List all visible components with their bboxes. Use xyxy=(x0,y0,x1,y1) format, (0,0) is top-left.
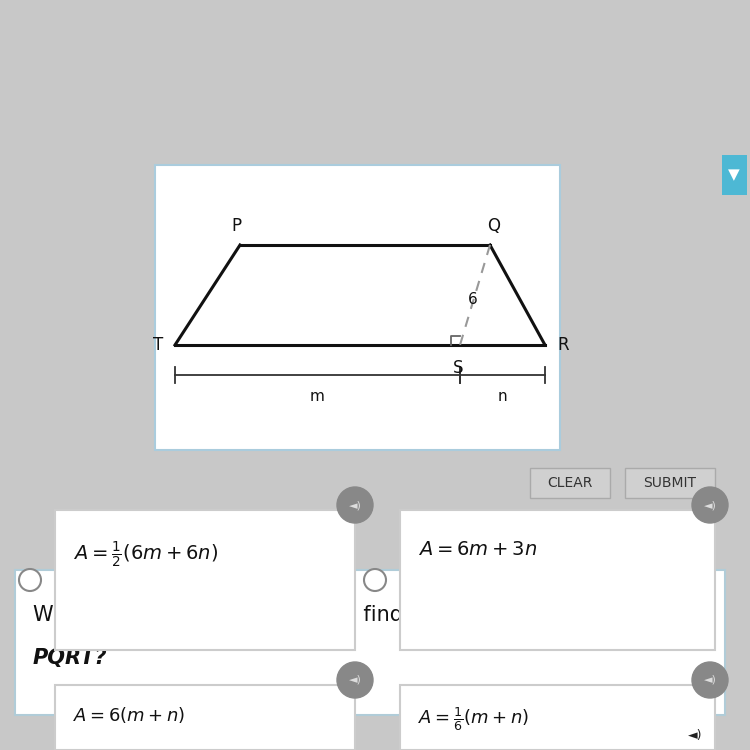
Text: T: T xyxy=(153,336,163,354)
Text: $A = \frac{1}{2}(6m + 6n)$: $A = \frac{1}{2}(6m + 6n)$ xyxy=(73,540,218,570)
Text: SUBMIT: SUBMIT xyxy=(644,476,697,490)
Circle shape xyxy=(337,487,373,523)
Text: ◄): ◄) xyxy=(704,500,716,510)
Text: m: m xyxy=(310,389,325,404)
Text: $A = 6m + 3n$: $A = 6m + 3n$ xyxy=(418,540,537,559)
Bar xyxy=(15,570,725,715)
Text: R: R xyxy=(557,336,568,354)
Bar xyxy=(400,685,715,750)
Bar xyxy=(155,165,560,450)
Bar xyxy=(55,685,355,750)
Text: ▼: ▼ xyxy=(728,167,740,182)
Text: 6: 6 xyxy=(468,292,478,308)
Text: P: P xyxy=(231,217,241,235)
Circle shape xyxy=(677,717,713,750)
Text: ◄): ◄) xyxy=(704,675,716,685)
Text: PQRT?: PQRT? xyxy=(33,648,108,668)
Text: n: n xyxy=(498,389,507,404)
Bar xyxy=(722,155,747,195)
Text: $A = \frac{1}{6}(m + n)$: $A = \frac{1}{6}(m + n)$ xyxy=(418,705,530,733)
Circle shape xyxy=(364,569,386,591)
Bar xyxy=(55,510,355,650)
Bar xyxy=(530,468,610,498)
Text: ◄): ◄) xyxy=(349,675,361,685)
Text: S: S xyxy=(453,359,464,377)
Bar xyxy=(625,468,715,498)
Text: Which equation can be used to find the area of trapezoid: Which equation can be used to find the a… xyxy=(33,605,628,625)
Text: Q: Q xyxy=(488,217,500,235)
Text: CLEAR: CLEAR xyxy=(548,476,592,490)
Text: $A = 6(m + n)$: $A = 6(m + n)$ xyxy=(73,705,185,725)
Text: ◄): ◄) xyxy=(688,728,702,742)
Circle shape xyxy=(19,569,41,591)
Circle shape xyxy=(692,662,728,698)
Bar xyxy=(400,510,715,650)
Text: ◄): ◄) xyxy=(349,500,361,510)
Circle shape xyxy=(337,662,373,698)
Circle shape xyxy=(692,487,728,523)
